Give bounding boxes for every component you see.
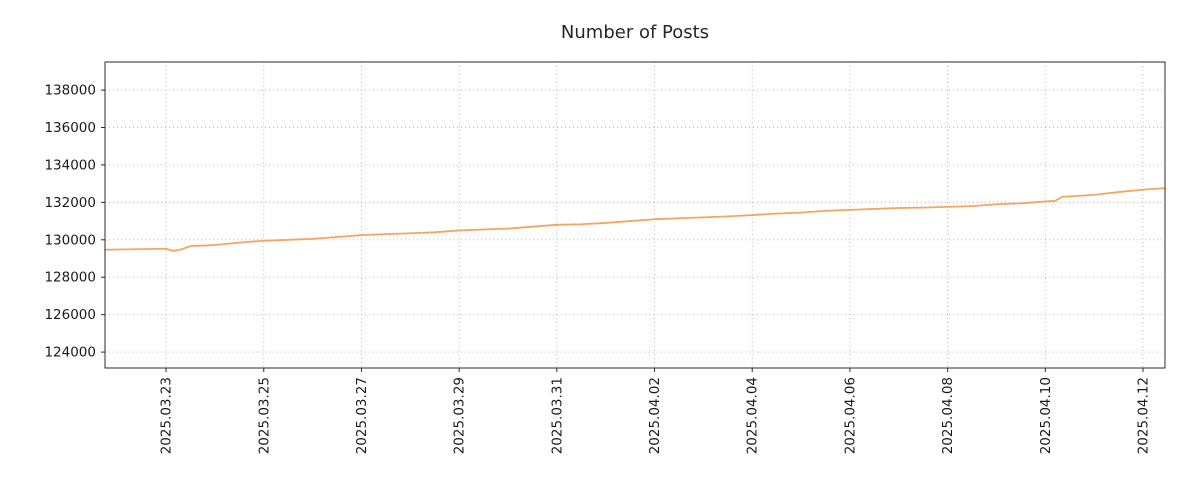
- x-tick-label: 2025.04.04: [745, 377, 761, 454]
- x-tick-label: 2025.03.29: [452, 377, 468, 454]
- series-line: [104, 187, 1166, 252]
- x-tick-label: 2025.03.23: [159, 377, 175, 454]
- plot-area: 124000 126000 128000 130000 132000 134000 1360…: [44, 61, 1166, 454]
- y-tick-label: 128000: [44, 270, 96, 286]
- x-tick-label: 2025.03.31: [549, 377, 565, 454]
- y-tick-label: 126000: [44, 307, 96, 323]
- x-tick-label: 2025.04.02: [647, 377, 663, 454]
- y-tick-label: 136000: [44, 120, 96, 136]
- y-tick-label: 130000: [44, 232, 96, 248]
- x-tick-label: 2025.04.10: [1038, 377, 1054, 454]
- x-tick-label: 2025.04.06: [842, 377, 858, 454]
- x-tick-label: 2025.04.08: [940, 377, 956, 454]
- y-tick-label: 138000: [44, 83, 96, 99]
- chart-title: Number of Posts: [561, 22, 709, 43]
- y-tick-label: 124000: [44, 345, 96, 361]
- x-tick-label: 2025.03.27: [354, 377, 370, 454]
- x-tick-label: 2025.03.25: [256, 377, 272, 454]
- y-tick-label: 134000: [44, 157, 96, 173]
- y-tick-label: 132000: [44, 195, 96, 211]
- x-tick-label: 2025.04.12: [1136, 377, 1152, 454]
- axes-border: [104, 61, 1166, 369]
